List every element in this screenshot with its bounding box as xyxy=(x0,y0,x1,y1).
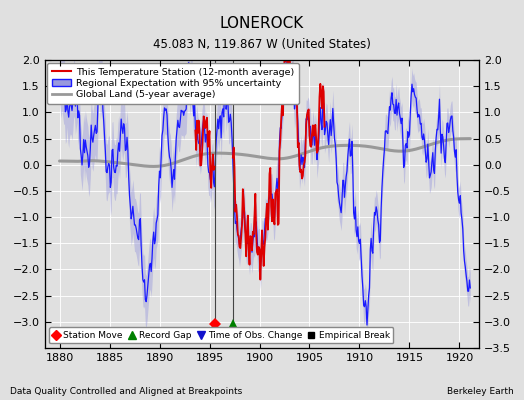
Text: 45.083 N, 119.867 W (United States): 45.083 N, 119.867 W (United States) xyxy=(153,38,371,51)
Text: Berkeley Earth: Berkeley Earth xyxy=(447,387,514,396)
Text: LONEROCK: LONEROCK xyxy=(220,16,304,31)
Text: Data Quality Controlled and Aligned at Breakpoints: Data Quality Controlled and Aligned at B… xyxy=(10,387,243,396)
Legend: Station Move, Record Gap, Time of Obs. Change, Empirical Break: Station Move, Record Gap, Time of Obs. C… xyxy=(49,327,394,344)
